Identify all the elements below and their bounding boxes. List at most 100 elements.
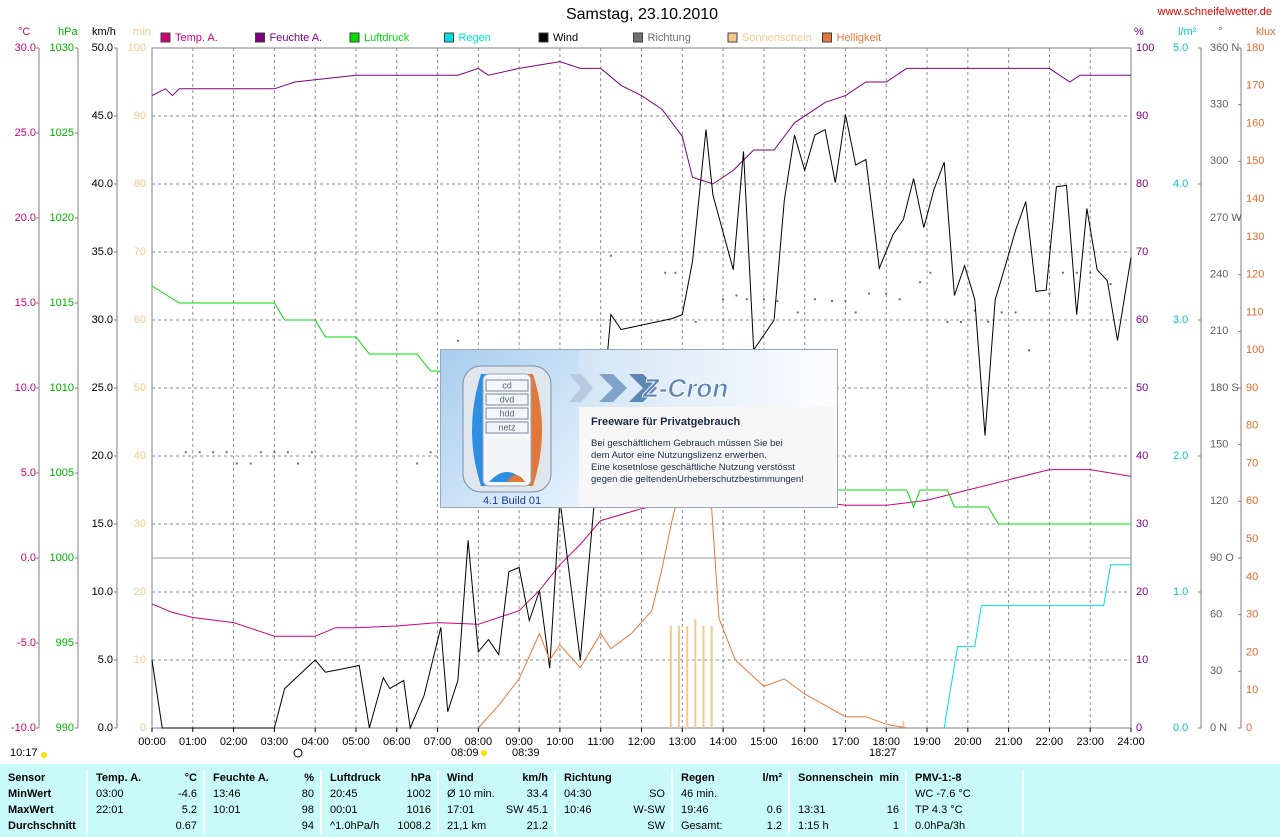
table-cell: 04:30 SO (556, 786, 673, 802)
direction-dot (830, 300, 833, 303)
y-tick-label: 80 (134, 178, 146, 190)
cell-right: W-SW (633, 804, 665, 816)
direction-dot (885, 292, 888, 295)
legend-label: Richtung (648, 32, 691, 44)
cell-right: hPa (410, 772, 431, 784)
direction-dot (854, 311, 857, 314)
x-tick-label: 19:00 (913, 736, 941, 748)
axis-title: °C (18, 26, 30, 38)
direction-dot (745, 298, 748, 301)
legend-label: Luftdruck (364, 32, 410, 44)
bar (694, 619, 697, 728)
cell-left: PMV-1:-8 (915, 772, 962, 784)
direction-dot (456, 339, 459, 342)
direction-dot (868, 292, 871, 295)
table-cell: 21,1 km 21.2 (439, 818, 556, 834)
bar (669, 626, 672, 728)
y-tick-label: 0 (140, 722, 146, 734)
table-cell: Sonnenschein min (790, 770, 907, 786)
y-tick-label: 1015 (50, 297, 74, 309)
cell-left: WC -7.6 °C (915, 788, 971, 800)
table-cell: Luftdruck hPa (322, 770, 439, 786)
y-tick-label: 45.0 (92, 110, 113, 122)
y-tick-label: 1025 (50, 127, 74, 139)
cell-left: MinWert (8, 788, 52, 800)
direction-dot (946, 320, 949, 323)
y-tick-label: 180 S (1210, 382, 1239, 394)
x-tick-label: 21:00 (995, 736, 1023, 748)
table-cell: Sensor (0, 770, 88, 786)
cell-left: Sensor (8, 772, 46, 784)
y-tick-label: 3.0 (1173, 314, 1188, 326)
cell-right: SO (649, 788, 665, 800)
cell-left: 46 min. (681, 788, 718, 800)
direction-dot (694, 320, 697, 323)
table-cell: Feuchte A.% (205, 770, 322, 786)
table-cell: 22:01 5.2 (88, 802, 205, 818)
direction-dot (259, 451, 262, 454)
arrow (569, 374, 593, 402)
y-tick-label: 50 (134, 382, 146, 394)
media-label: netz (498, 422, 516, 432)
cell-left: 10:01 (213, 804, 241, 816)
media-box (485, 421, 529, 434)
series-line (943, 564, 1131, 729)
cell-left: Sonnenschein (798, 772, 874, 784)
y-tick-label: 5.0 (98, 654, 113, 666)
y-tick-label: 30 (1136, 518, 1148, 530)
y-tick-label: 90 (1136, 110, 1148, 122)
x-tick-label: 06:00 (383, 736, 411, 748)
x-tick-label: 02:00 (220, 736, 248, 748)
sun-icon (41, 752, 47, 758)
y-tick-label: 0.0 (21, 552, 36, 564)
y-tick-label: 120 (1246, 269, 1264, 281)
cell-right: min (879, 772, 899, 784)
cell-left: 17:01 (447, 804, 475, 816)
legend-swatch (255, 32, 265, 43)
direction-dot (959, 320, 962, 323)
y-tick-label: 50.0 (92, 42, 113, 54)
arrow (599, 374, 627, 402)
x-tick-label: 18:00 (872, 736, 900, 748)
y-tick-label: 2.0 (1173, 450, 1188, 462)
direction-dot (722, 298, 725, 301)
y-tick-label: 1030 (50, 42, 74, 54)
y-tick-label: 10.0 (92, 586, 113, 598)
direction-dot (735, 294, 738, 297)
cell-right: 80 (301, 788, 314, 800)
y-tick-label: 80 (1136, 178, 1148, 190)
y-tick-label: 15.0 (92, 518, 113, 530)
y-tick-label: 10 (134, 654, 146, 666)
table-cell: 94 (205, 818, 322, 834)
x-tick-label: 00:00 (138, 736, 166, 748)
y-tick-label: 5.0 (1173, 42, 1188, 54)
y-tick-label: 0 (1246, 722, 1252, 734)
y-tick-label: 130 (1246, 231, 1264, 243)
cell-right: 16 (886, 804, 899, 816)
cell-left: TP 4.3 °C (915, 804, 963, 816)
bar (686, 626, 689, 728)
x-tick-label: 16:00 (791, 736, 819, 748)
day-length: 10:17 (10, 747, 38, 759)
cell-right: -4.6 (178, 788, 197, 800)
y-tick-label: 1020 (50, 212, 74, 224)
popup-line: Eine kosetnlose geschäftliche Nutzung ve… (591, 462, 795, 473)
sunrise: 08:09 (451, 747, 479, 759)
direction-dot (273, 451, 276, 454)
y-tick-label: 35.0 (92, 246, 113, 258)
y-tick-label: 60 (1136, 314, 1148, 326)
y-tick-label: 150 (1210, 439, 1228, 451)
y-tick-label: 90 O (1210, 552, 1234, 564)
arrow (629, 374, 657, 402)
axis-title: klux (1256, 26, 1276, 38)
direction-dot (1089, 271, 1092, 274)
table-cell: 19:46 0.6 (673, 802, 790, 818)
x-tick-label: 14:00 (709, 736, 737, 748)
cell-right: 1016 (406, 804, 431, 816)
y-tick-label: 70 (1136, 246, 1148, 258)
direction-dot (1028, 349, 1031, 352)
table-cell: TP 4.3 °C (907, 802, 1024, 818)
direction-dot (286, 451, 289, 454)
y-tick-label: 100 (128, 42, 146, 54)
table-cell: MaxWert (0, 802, 88, 818)
